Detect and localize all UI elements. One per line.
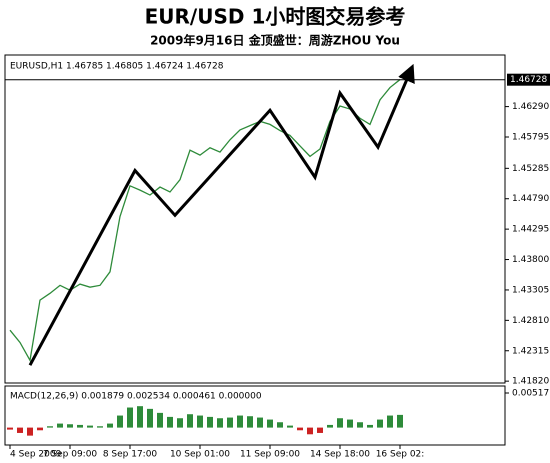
y-tick-label: 1.45795 [512,133,549,143]
chart-title: EUR/USD 1小时图交易参考 [145,5,406,29]
x-tick-label: 14 Sep 18:00 [310,450,370,460]
macd-bar [267,419,273,428]
y-tick-label: 1.42315 [512,346,549,356]
x-tick-label: 16 Sep 02: [376,450,425,460]
price-panel [4,54,506,384]
macd-bar [127,407,133,428]
macd-bar [287,425,293,428]
macd-bar [377,419,383,428]
macd-bar [97,426,103,428]
current-price-box [507,73,550,86]
chart-subtitle: 2009年9月16日 金顶盛世：周游ZHOU You [150,33,400,48]
macd-bar [87,425,93,428]
x-tick-label: 4 Sep 2009 [10,450,62,460]
y-tick-label: 1.42810 [512,316,549,326]
macd-bar [327,424,333,428]
y-tick-label: 1.45285 [512,164,549,174]
macd-bar [137,406,143,428]
macd-bar [67,424,73,428]
macd-bar [107,423,113,428]
y-tick-label: 1.44295 [512,225,549,235]
macd-bar [147,408,153,428]
macd-bar [7,427,13,430]
macd-bar [357,422,363,428]
macd-bar [197,415,203,428]
macd-bar [217,418,223,428]
x-tick-label: 8 Sep 17:00 [103,450,158,460]
y-tick-label: 1.43800 [512,255,549,265]
macd-bar [247,416,253,428]
macd-bar [317,427,323,433]
macd-bar [117,415,123,428]
macd-bar [207,416,213,428]
y-tick-label: 1.44790 [512,194,549,204]
y-tick-label: 1.46290 [512,102,549,112]
y-tick-label: 0.00517 [512,389,549,399]
macd-bar [77,424,83,428]
macd-bar [167,416,173,428]
y-tick-label: 1.41820 [512,377,549,387]
macd-bar [297,427,303,431]
macd-bar [227,417,233,428]
macd-header: MACD(12,26,9) 0.001879 0.002534 0.000461… [10,392,262,402]
macd-bar [17,427,23,433]
macd-bar [307,427,313,435]
macd-bar [397,414,403,428]
trend-line [28,63,415,366]
macd-bar [187,414,193,428]
macd-bar [27,427,33,436]
macd-bar [337,418,343,428]
x-tick-label: 7 Sep 09:00 [43,450,98,460]
macd-bar [37,427,43,431]
current-price-label: 1.46728 [510,75,547,85]
macd-bar [347,419,353,428]
macd-bar [387,415,393,428]
macd-bar [277,422,283,428]
symbol-header: EURUSD,H1 1.46785 1.46805 1.46724 1.4672… [10,62,224,72]
macd-bar [57,423,63,428]
macd-bar [177,418,183,428]
macd-bar [157,412,163,428]
macd-bar [237,415,243,428]
macd-bar [257,417,263,428]
macd-panel [4,385,506,446]
x-tick-label: 11 Sep 09:00 [240,450,300,460]
y-tick-label: 1.43305 [512,285,549,295]
macd-bar [47,426,53,428]
macd-bar [367,424,373,428]
x-tick-label: 10 Sep 01:00 [170,450,230,460]
